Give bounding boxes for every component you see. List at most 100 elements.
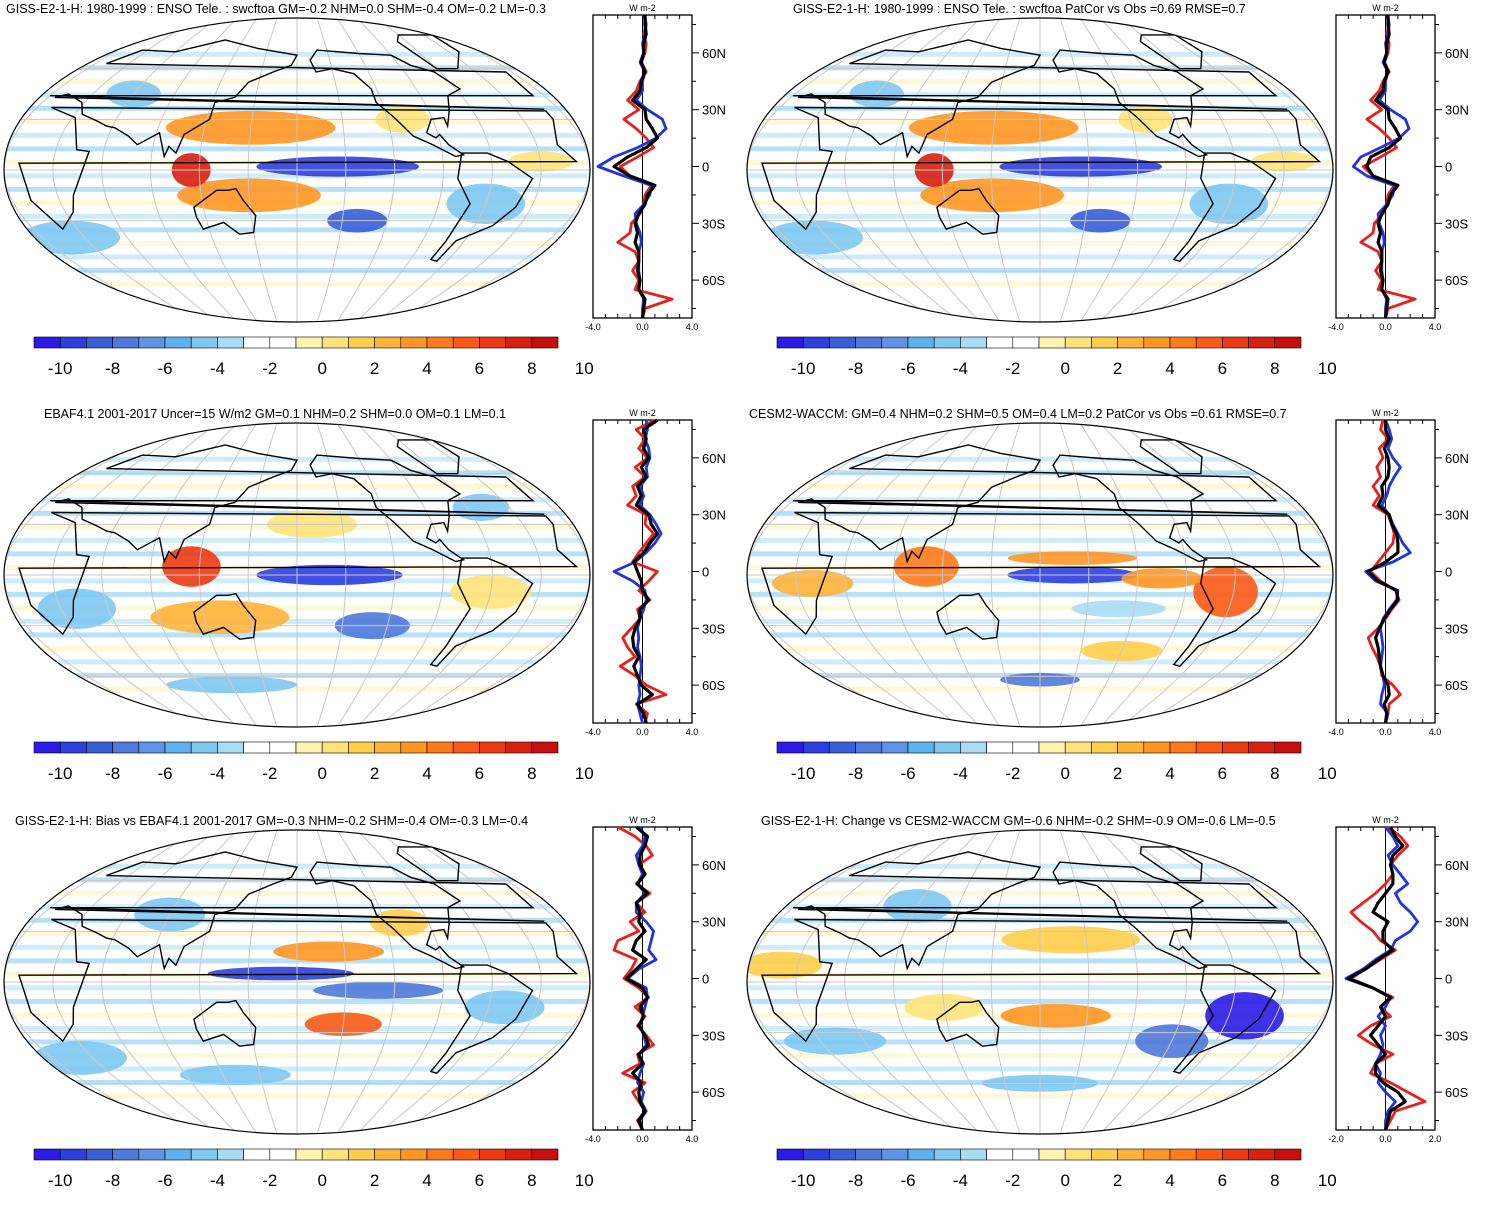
colorbar-label: -2 bbox=[1005, 764, 1020, 783]
colorbar-label: 6 bbox=[475, 764, 484, 783]
colorbar-swatch bbox=[348, 336, 375, 349]
panel-graphic: -10 -8 -6 -4 -2 0 2 4 6 8 10 W m-2 -4.0 0.0 4.0 60N 30N 0… bbox=[3, 3, 726, 378]
profile-lat-label: 0 bbox=[702, 565, 709, 580]
zonal-mean-profile: W m-2 -4.0 0.0 4.0 60N 30N 0 30S 60S bbox=[585, 815, 726, 1144]
colorbar-swatch bbox=[531, 1148, 559, 1161]
colorbar-swatch bbox=[960, 741, 987, 754]
profile-series-line bbox=[1365, 15, 1402, 319]
colorbar-label: 10 bbox=[575, 1171, 594, 1190]
colorbar-label: -10 bbox=[791, 359, 816, 378]
colorbar-swatch bbox=[426, 336, 454, 349]
profile-xtick-label: 4.0 bbox=[686, 322, 699, 332]
colorbar-swatch bbox=[802, 741, 830, 754]
colorbar-label: -6 bbox=[900, 1171, 915, 1190]
colorbar-label: -8 bbox=[848, 359, 863, 378]
colorbar-swatch bbox=[855, 741, 883, 754]
profile-unit: W m-2 bbox=[1372, 815, 1399, 825]
profile-xtick-label: 0.0 bbox=[636, 727, 649, 737]
profile-series-line bbox=[618, 418, 668, 724]
profile-series-line bbox=[1359, 14, 1417, 319]
colorbar-swatch bbox=[776, 741, 804, 754]
profile-xtick-label: -2.0 bbox=[1328, 1134, 1344, 1144]
colorbar-swatch bbox=[452, 741, 480, 754]
profile-xtick-label: 0.0 bbox=[636, 1134, 649, 1144]
colorbar-swatch bbox=[400, 741, 428, 754]
profile-xtick-label: 4.0 bbox=[686, 1134, 699, 1144]
colorbar-label: 6 bbox=[475, 359, 484, 378]
colorbar-label: -4 bbox=[210, 359, 225, 378]
colorbar-label: -10 bbox=[48, 359, 73, 378]
field-anomaly bbox=[464, 990, 545, 1025]
field-anomaly bbox=[764, 220, 864, 255]
colorbar-swatch bbox=[933, 741, 961, 754]
zonal-mean-profile: W m-2 -2.0 0.0 2.0 60N 30N 0 30S 60S bbox=[1328, 815, 1469, 1144]
colorbar-label: 8 bbox=[527, 1171, 536, 1190]
colorbar-label: 4 bbox=[422, 359, 431, 378]
colorbar-swatch bbox=[269, 741, 297, 754]
colorbar-swatch bbox=[479, 741, 506, 754]
map-border bbox=[3, 422, 591, 728]
colorbar-swatch bbox=[33, 741, 61, 754]
colorbar-swatch bbox=[829, 741, 856, 754]
colorbar-label: -2 bbox=[262, 1171, 277, 1190]
colorbar-label: -2 bbox=[262, 764, 277, 783]
panel-title: EBAF4.1 2001-2017 Uncer=15 W/m2 GM=0.1 N… bbox=[44, 407, 507, 421]
field-anomaly bbox=[1121, 568, 1203, 589]
colorbar-label: 0 bbox=[1060, 1171, 1069, 1190]
map-border bbox=[3, 829, 591, 1135]
profile-xtick-label: 4.0 bbox=[1429, 322, 1442, 332]
continent-africa bbox=[18, 511, 579, 636]
colorbar-label: 10 bbox=[1318, 1171, 1337, 1190]
field-anomaly bbox=[370, 909, 429, 937]
panel-title: CESM2-WACCM: GM=0.4 NHM=0.2 SHM=0.5 OM=0… bbox=[749, 407, 1287, 421]
profile-xtick-label: -4.0 bbox=[585, 1134, 601, 1144]
colorbar-swatch bbox=[1169, 741, 1197, 754]
colorbar-label: 4 bbox=[1165, 764, 1174, 783]
profile-lat-label: 30N bbox=[1445, 508, 1469, 523]
colorbar-swatch bbox=[1117, 1148, 1145, 1161]
colorbar-swatch bbox=[855, 336, 883, 349]
colorbar: -10 -8 -6 -4 -2 0 2 4 6 8 10 bbox=[33, 1148, 594, 1190]
profile-xtick-label: -4.0 bbox=[1328, 727, 1344, 737]
colorbar-label: 2 bbox=[1113, 1171, 1122, 1190]
colorbar-swatch bbox=[59, 741, 87, 754]
world-map bbox=[747, 18, 1333, 322]
field-anomaly bbox=[1193, 566, 1258, 618]
colorbar-label: -2 bbox=[1005, 1171, 1020, 1190]
map-border bbox=[3, 17, 591, 323]
field-anomaly bbox=[1071, 600, 1166, 618]
colorbar-swatch bbox=[86, 336, 113, 349]
profile-lat-label: 60N bbox=[1445, 858, 1469, 873]
world-map bbox=[4, 423, 590, 727]
profile-series-line bbox=[631, 418, 659, 724]
colorbar-swatch bbox=[374, 741, 402, 754]
colorbar-label: -8 bbox=[105, 359, 120, 378]
colorbar-label: 2 bbox=[370, 359, 379, 378]
field-anomaly bbox=[747, 951, 823, 979]
colorbar-swatch bbox=[505, 336, 533, 349]
world-map bbox=[4, 830, 590, 1134]
profile-series-line bbox=[1366, 420, 1400, 724]
colorbar-swatch bbox=[190, 336, 218, 349]
profile-lat-label: 60S bbox=[702, 1085, 725, 1100]
profile-xtick-label: 2.0 bbox=[1429, 1134, 1442, 1144]
field-anomaly bbox=[162, 546, 221, 587]
map-panel-5: GISS-E2-1-H: Bias vs EBAF4.1 2001-2017 G… bbox=[0, 812, 742, 1212]
continent-south-america bbox=[429, 557, 534, 667]
map-border bbox=[746, 17, 1334, 323]
profile-lat-label: 60S bbox=[1445, 678, 1468, 693]
profile-series-line bbox=[1346, 826, 1407, 1131]
profile-xtick-label: 4.0 bbox=[686, 727, 699, 737]
colorbar-swatch bbox=[400, 336, 428, 349]
colorbar-swatch bbox=[269, 1148, 297, 1161]
colorbar-swatch bbox=[1012, 741, 1040, 754]
continent-africa bbox=[761, 106, 1322, 231]
colorbar-swatch bbox=[426, 741, 454, 754]
colorbar-label: 10 bbox=[575, 359, 594, 378]
colorbar: -10 -8 -6 -4 -2 0 2 4 6 8 10 bbox=[776, 1148, 1337, 1190]
profile-lat-label: 0 bbox=[1445, 972, 1452, 987]
colorbar-label: 6 bbox=[475, 1171, 484, 1190]
colorbar-swatch bbox=[1143, 741, 1171, 754]
colorbar-label: -2 bbox=[262, 359, 277, 378]
colorbar-swatch bbox=[400, 1148, 428, 1161]
